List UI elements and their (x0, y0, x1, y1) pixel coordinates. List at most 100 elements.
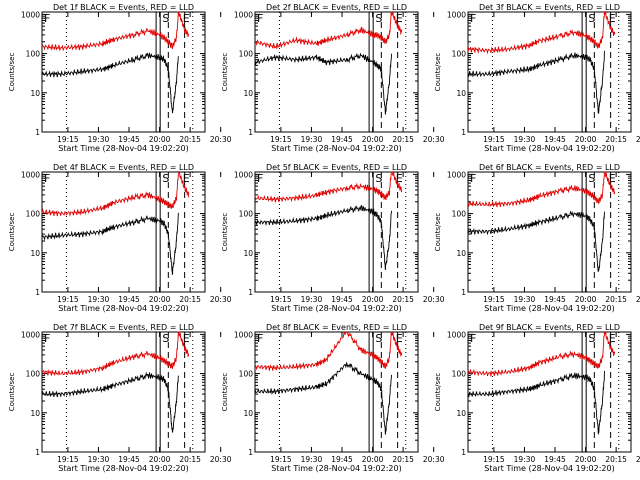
x-tick-label: 20:15 (392, 135, 414, 144)
x-tick-label: 19:30 (514, 135, 536, 144)
x-tick-label: 19:15 (57, 455, 79, 464)
detector-panel-6: Det 6f BLACK = Events, RED = LLD 1 10 100 10… (434, 163, 640, 313)
x-tick-label: 20:00 (149, 135, 171, 144)
x-tick-label: 20:00 (362, 135, 384, 144)
series-lld-line (467, 10, 616, 55)
x-tick-label: 20:30 (423, 455, 445, 464)
x-tick-label: 19:45 (118, 135, 140, 144)
x-tick-label: 20:00 (575, 295, 597, 304)
x-tick-label: 19:15 (270, 295, 292, 304)
x-tick-label: 19:45 (331, 135, 353, 144)
x-tick-label: 20:00 (362, 455, 384, 464)
x-tick-label: 20:00 (149, 295, 171, 304)
marker-e: E (609, 172, 616, 185)
detector-panel-4: Det 4f BLACK = Events, RED = LLD 1 10 100 10… (8, 163, 232, 313)
x-tick-label: 19:30 (301, 455, 323, 464)
series-lld-line (254, 171, 403, 203)
marker-e: E (396, 172, 403, 185)
x-axis-label: Start Time (28-Nov-04 19:02:20) (58, 464, 188, 473)
x-tick-label: 19:45 (544, 135, 566, 144)
series-events-line (41, 371, 179, 433)
marker-e: E (396, 332, 403, 345)
series-events-line (254, 362, 392, 435)
x-tick-label: 20:30 (636, 455, 640, 464)
y-tick-label: 1000 (234, 170, 253, 179)
x-tick-label: 19:45 (331, 455, 353, 464)
panel-title: Det 4f BLACK = Events, RED = LLD (53, 163, 194, 172)
x-tick-label: 19:45 (544, 295, 566, 304)
y-tick-label: 100 (239, 370, 254, 379)
detector-panel-5: Det 5f BLACK = Events, RED = LLD 1 10 100 10… (221, 163, 445, 313)
x-tick-label: 20:30 (210, 135, 232, 144)
x-tick-label: 20:15 (392, 295, 414, 304)
panel-title: Det 8f BLACK = Events, RED = LLD (266, 323, 407, 332)
marker-s: S (588, 172, 595, 185)
series-lld-line (41, 11, 190, 52)
y-tick-label: 1000 (21, 10, 40, 19)
x-tick-label: 20:15 (179, 135, 201, 144)
x-axis-label: Start Time (28-Nov-04 19:02:20) (271, 464, 401, 473)
marker-e: E (183, 172, 190, 185)
x-tick-label: 19:30 (301, 135, 323, 144)
marker-f: F (470, 12, 476, 25)
detector-panel-3: Det 3f BLACK = Events, RED = LLD 1 10 100 10… (434, 3, 640, 153)
axes-frame (254, 171, 419, 293)
y-tick-label: 1 (35, 448, 40, 457)
x-tick-label: 20:15 (179, 295, 201, 304)
x-tick-label: 19:30 (514, 455, 536, 464)
x-axis-label: Start Time (28-Nov-04 19:02:20) (58, 144, 188, 153)
x-tick-label: 19:15 (483, 135, 505, 144)
x-tick-label: 19:15 (57, 295, 79, 304)
x-tick-label: 19:15 (57, 135, 79, 144)
x-tick-label: 20:15 (179, 455, 201, 464)
y-tick-label: 100 (452, 210, 467, 219)
detector-panel-8: Det 8f BLACK = Events, RED = LLD 1 10 100 10… (221, 323, 445, 473)
panel-title: Det 5f BLACK = Events, RED = LLD (266, 163, 407, 172)
detector-panel-1: Det 1f BLACK = Events, RED = LLD 1 10 100 10… (8, 3, 232, 153)
series-lld-line (467, 331, 616, 377)
y-axis-label: Counts/sec (434, 373, 442, 412)
x-tick-label: 20:00 (149, 455, 171, 464)
series-events-line (467, 50, 605, 115)
marker-f: F (470, 332, 476, 345)
series-lld-line (254, 11, 403, 50)
y-tick-label: 1 (248, 448, 253, 457)
x-axis-label: Start Time (28-Nov-04 19:02:20) (484, 144, 614, 153)
panel-title: Det 7f BLACK = Events, RED = LLD (53, 323, 194, 332)
x-tick-label: 20:30 (636, 135, 640, 144)
x-tick-label: 19:45 (544, 455, 566, 464)
marker-f: F (257, 12, 263, 25)
series-events-line (41, 52, 179, 114)
y-axis-label: Counts/sec (434, 53, 442, 92)
panel-title: Det 9f BLACK = Events, RED = LLD (479, 323, 620, 332)
axes-frame (467, 171, 632, 293)
y-tick-label: 100 (239, 50, 254, 59)
x-axis-label: Start Time (28-Nov-04 19:02:20) (58, 304, 188, 313)
y-axis-label: Counts/sec (8, 213, 16, 252)
x-tick-label: 20:30 (423, 135, 445, 144)
panel-title: Det 6f BLACK = Events, RED = LLD (479, 163, 620, 172)
marker-s: S (375, 12, 382, 25)
x-tick-label: 20:00 (575, 135, 597, 144)
y-axis-label: Counts/sec (8, 53, 16, 92)
detector-panel-9: Det 9f BLACK = Events, RED = LLD 1 10 100 10… (434, 323, 640, 473)
detector-panel-7: Det 7f BLACK = Events, RED = LLD 1 10 100 10… (8, 323, 232, 473)
x-tick-label: 19:15 (483, 295, 505, 304)
series-events-line (467, 370, 605, 435)
x-axis-label: Start Time (28-Nov-04 19:02:20) (271, 304, 401, 313)
marker-f: F (257, 172, 263, 185)
y-tick-label: 10 (243, 89, 253, 98)
marker-f: F (44, 172, 50, 185)
y-axis-label: Counts/sec (221, 53, 229, 92)
marker-e: E (183, 332, 190, 345)
marker-e: E (609, 12, 616, 25)
axes-frame (467, 331, 632, 453)
y-axis-label: Counts/sec (221, 373, 229, 412)
axes-frame (41, 331, 206, 453)
y-tick-label: 100 (26, 210, 41, 219)
axes-frame (41, 171, 206, 293)
x-tick-label: 19:30 (301, 295, 323, 304)
y-axis-label: Counts/sec (434, 213, 442, 252)
x-axis-label: Start Time (28-Nov-04 19:02:20) (271, 144, 401, 153)
x-tick-label: 20:00 (362, 295, 384, 304)
